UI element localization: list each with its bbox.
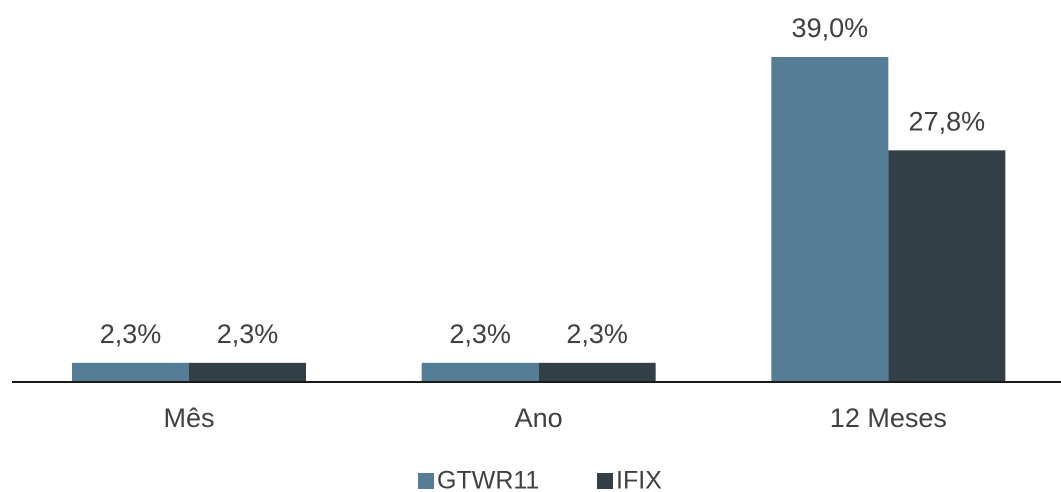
value-label: 2,3% [566,319,628,349]
x-tick-label: 12 Meses [830,403,947,433]
value-label: 2,3% [217,319,279,349]
legend-label: IFIX [616,467,662,492]
value-label: 2,3% [449,319,511,349]
x-tick-label: Ano [515,403,563,433]
bar [771,57,889,382]
bar [888,150,1006,382]
value-label: 39,0% [792,13,869,43]
bar [538,362,656,382]
x-tick-label: Mês [163,403,214,433]
value-label: 27,8% [909,106,986,136]
bar [189,362,306,382]
legend-swatch [418,473,434,489]
legend-label: GTWR11 [437,467,539,492]
value-label: 2,3% [100,319,162,349]
bar [421,362,539,382]
legend-swatch [597,473,613,489]
bar [72,362,189,382]
